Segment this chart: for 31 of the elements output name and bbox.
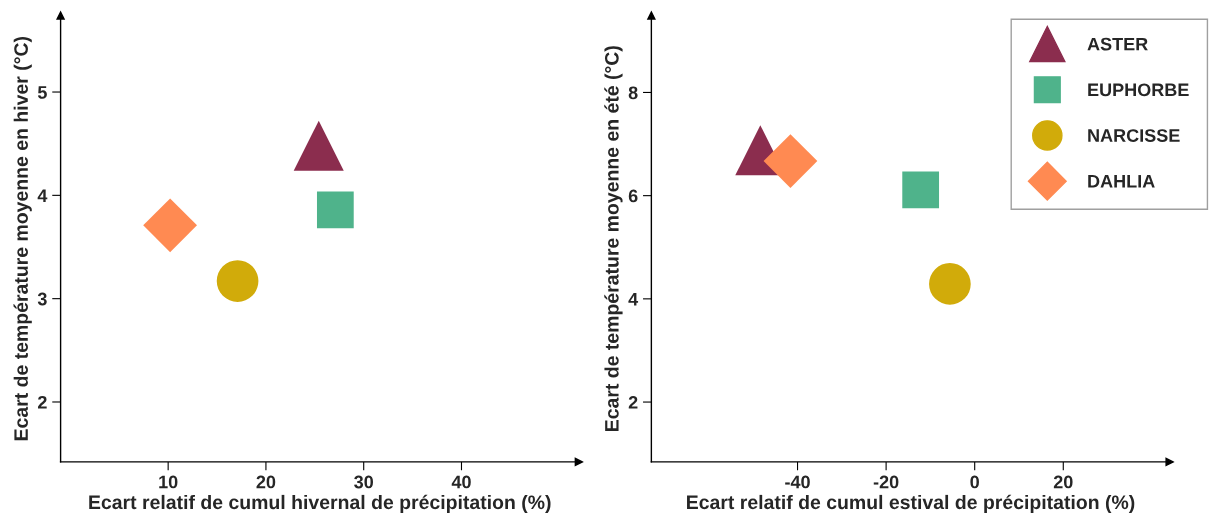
x-tick-label: 10 <box>159 475 178 489</box>
y-tick-label: 6 <box>628 189 638 203</box>
y-tick-label: 8 <box>628 86 638 100</box>
point <box>316 191 354 229</box>
point <box>929 263 971 305</box>
legend-label: EUPHORBE <box>1088 83 1189 97</box>
y-tick-label: 2 <box>37 395 47 409</box>
y-tick-label: 4 <box>37 189 48 202</box>
x-tick-label: -20 <box>873 475 899 489</box>
point <box>902 171 940 209</box>
y-tick-label: 2 <box>628 395 638 409</box>
x-tick-label: 0 <box>970 475 979 489</box>
y-tick-label: 5 <box>37 86 47 99</box>
point <box>293 120 344 171</box>
x-axis-title: Ecart relatif de cumul estival de précipitation (%) <box>687 494 1135 514</box>
legend-label: ASTER <box>1087 37 1148 51</box>
y-tick-label: 4 <box>628 292 639 306</box>
legend-label: NARCISSE <box>1088 129 1180 142</box>
x-tick-label: 20 <box>256 475 276 489</box>
point <box>763 134 818 188</box>
y-axis-title: Ecart de température moyenne en été (°C) <box>604 46 623 431</box>
x-axis-title: Ecart relatif de cumul hivernal de précipitation (%) <box>89 494 551 514</box>
x-tick-label: -40 <box>785 475 810 489</box>
y-tick-label: 3 <box>37 292 47 306</box>
x-tick-label: 40 <box>451 475 471 489</box>
point <box>143 198 198 253</box>
y-axis-title: Ecart de température moyenne en hiver (°C) <box>13 36 32 441</box>
x-tick-label: 20 <box>1053 475 1073 489</box>
legend-label: DAHLIA <box>1088 175 1155 188</box>
point <box>216 260 259 302</box>
x-tick-label: 30 <box>354 475 374 489</box>
